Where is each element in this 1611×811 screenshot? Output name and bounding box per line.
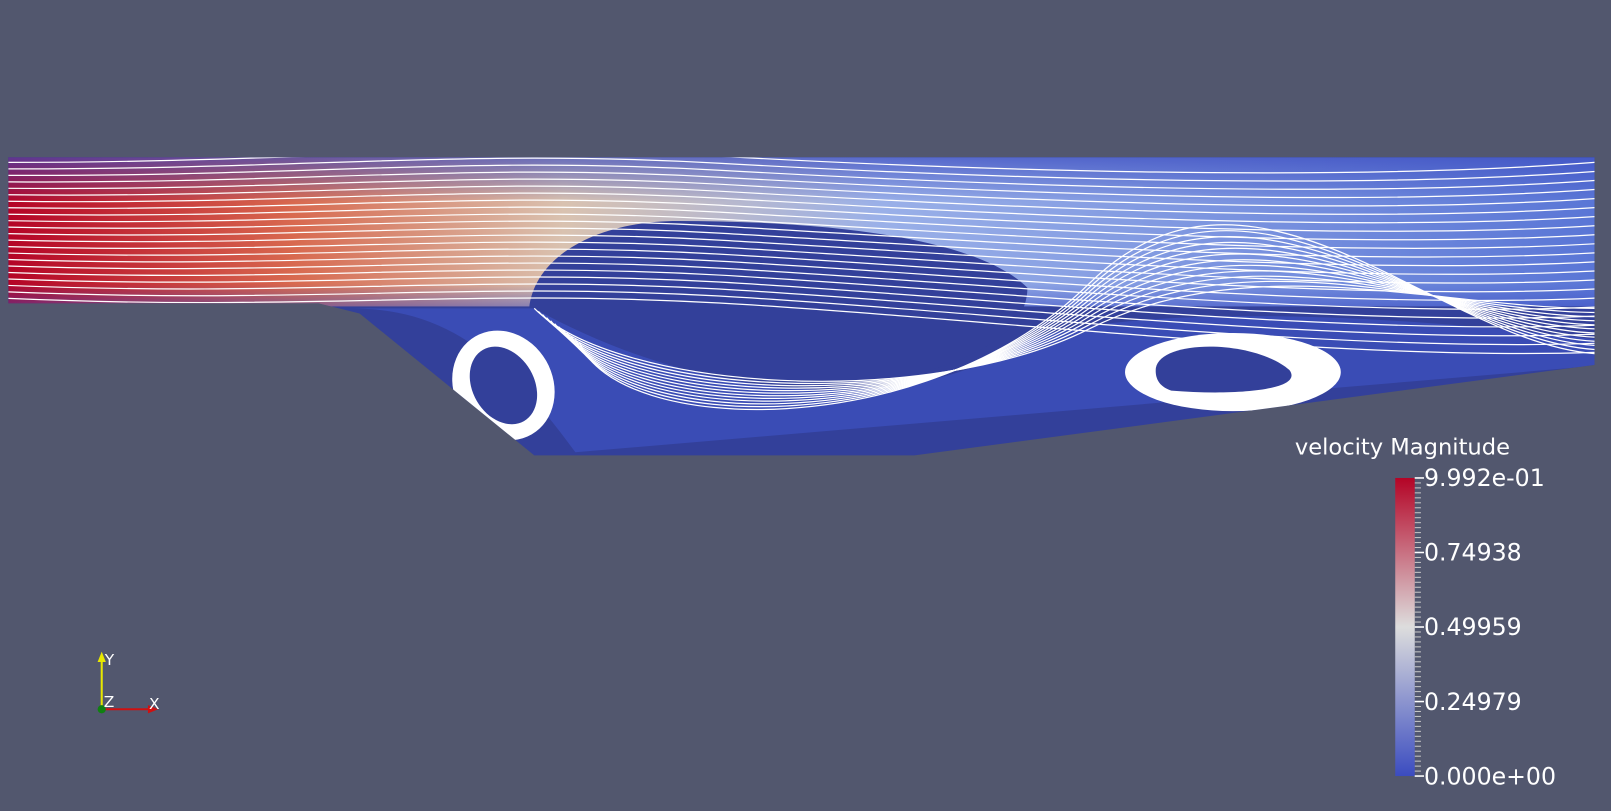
streamline [8, 241, 1595, 284]
streamline [8, 276, 1595, 328]
axis-label-z: Z [104, 693, 115, 711]
legend-title: velocity Magnitude [1295, 434, 1510, 460]
streamline [8, 178, 1595, 207]
tick-label: 0.000e+00 [1424, 762, 1556, 790]
vortex-left-core [469, 346, 538, 425]
vortex-right-core [1155, 346, 1292, 393]
tick-label: 9.992e-01 [1424, 464, 1545, 492]
tick-label: 0.74938 [1424, 539, 1522, 567]
streamline [8, 213, 1595, 249]
streamline [8, 164, 1595, 190]
streamline [578, 224, 1595, 411]
streamlines [8, 157, 1595, 411]
streamline [8, 157, 1595, 174]
streamline [8, 171, 1595, 199]
flow-domain [8, 157, 1595, 456]
streamline [8, 192, 1595, 224]
x-axis-head [147, 705, 159, 714]
streamline [8, 290, 1595, 346]
streamline [8, 157, 1595, 182]
axis-label-x: X [149, 695, 160, 713]
streamline [8, 255, 1595, 302]
streamline [8, 248, 1595, 293]
streamline [8, 283, 1595, 337]
tick-label: 0.24979 [1424, 688, 1522, 716]
axis-label-y: Y [104, 651, 115, 669]
tick-label: 0.49959 [1424, 613, 1522, 641]
y-axis-head [97, 651, 106, 662]
streamline [8, 199, 1595, 232]
color-legend: velocity Magnitude 9.992e-01 0.74938 0.499… [1295, 434, 1556, 790]
streamline [8, 206, 1595, 241]
z-axis-dot [97, 705, 106, 714]
streamline [8, 185, 1595, 215]
streamline [8, 227, 1595, 267]
streamline [8, 269, 1595, 319]
streamline [8, 234, 1595, 275]
orientation-axes: Y Z X [97, 651, 160, 714]
streamline [8, 297, 1595, 355]
color-bar [1395, 477, 1415, 777]
streamline [8, 262, 1595, 310]
